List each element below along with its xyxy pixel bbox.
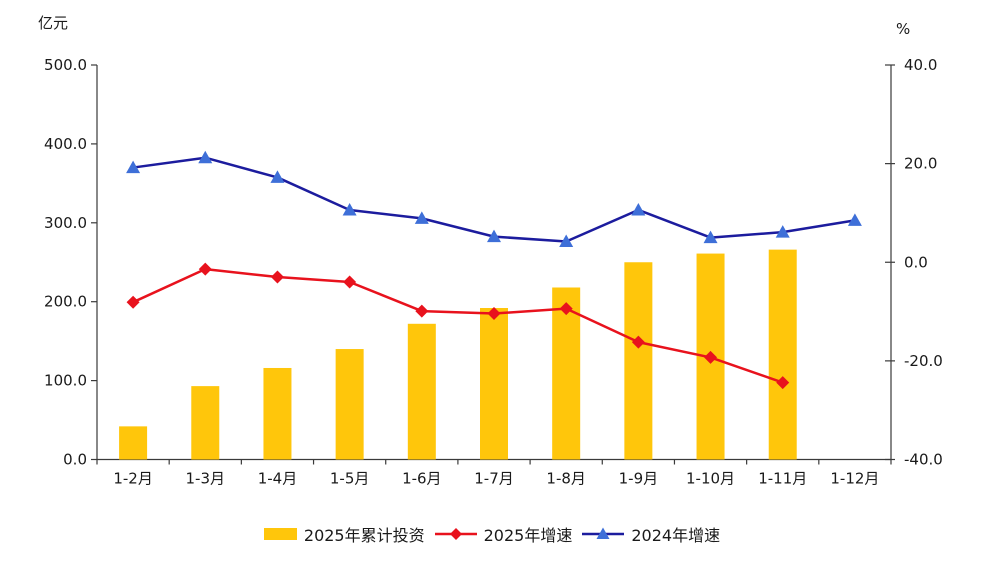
legend-item-2025-growth: 2025年增速 <box>434 522 573 546</box>
right-axis-tick-label: 0.0 <box>904 253 928 271</box>
line-2024年增速 <box>132 156 856 243</box>
x-axis-category-label: 1-11月 <box>758 470 807 488</box>
left-axis-tick-label: 200.0 <box>44 293 87 311</box>
right-axis-tick-label: -40.0 <box>904 451 943 469</box>
legend-item-2024-growth: 2024年增速 <box>582 522 720 546</box>
left-axis-tick-label: 300.0 <box>44 214 87 232</box>
legend-label-2024-growth: 2024年增速 <box>631 526 721 545</box>
x-axis-category-label: 1-9月 <box>619 470 659 488</box>
x-axis-category-label: 1-5月 <box>330 470 370 488</box>
x-axis-category-label: 1-10月 <box>686 470 735 488</box>
triangle-marker-1-5月 <box>342 202 357 216</box>
left-axis-tick-label: 100.0 <box>44 372 87 390</box>
legend: 2025年累计投资 2025年增速 2024年增速 <box>0 522 984 546</box>
legend-swatch-graphic <box>434 528 477 540</box>
diamond-icon <box>449 528 462 540</box>
x-axis-category-label: 1-8月 <box>546 470 586 488</box>
x-axis-category-label: 1-4月 <box>258 470 298 488</box>
bar-1-9月 <box>624 262 653 460</box>
legend-label-2025-growth: 2025年增速 <box>483 526 573 545</box>
bar-1-2月 <box>119 426 148 460</box>
triangle-marker-1-8月 <box>559 234 574 248</box>
bar-swatch-icon <box>263 528 297 540</box>
left-axis-tick-label: 400.0 <box>44 135 87 153</box>
line-2025年增速 <box>132 267 784 384</box>
diamond-marker-1-9月 <box>631 335 645 349</box>
x-axis-category-label: 1-12月 <box>830 470 879 488</box>
triangle-marker-1-10月 <box>703 230 718 244</box>
diamond-line-swatch-icon <box>434 526 477 542</box>
triangle-line-swatch-icon <box>582 526 625 542</box>
right-axis-tick-label: -20.0 <box>904 352 943 370</box>
bar-1-7月 <box>480 308 508 460</box>
legend-label-2025-investment: 2025年累计投资 <box>303 526 425 545</box>
x-axis-category-label: 1-7月 <box>474 470 514 488</box>
triangle-marker-1-2月 <box>126 160 141 174</box>
triangle-marker-1-12月 <box>847 213 862 226</box>
bar-1-11月 <box>768 249 797 460</box>
bar-1-4月 <box>263 367 292 460</box>
bar-1-8月 <box>552 287 581 460</box>
diamond-marker-1-2月 <box>126 295 140 309</box>
diamond-marker-1-4月 <box>270 270 284 284</box>
diamond-marker-1-11月 <box>776 376 790 390</box>
triangle-marker-1-7月 <box>487 229 501 243</box>
triangle-icon <box>596 527 610 539</box>
triangle-marker-1-4月 <box>270 170 285 183</box>
triangle-marker-1-3月 <box>198 150 213 164</box>
bar-1-6月 <box>407 323 436 460</box>
right-axis-unit-label: % <box>896 20 911 38</box>
diamond-marker-1-7月 <box>487 307 501 321</box>
x-axis-category-label: 1-6月 <box>402 470 442 488</box>
diamond-marker-1-3月 <box>198 262 212 276</box>
diamond-marker-1-10月 <box>704 350 718 364</box>
right-axis-tick-label: 20.0 <box>904 155 937 173</box>
legend-swatch-graphic <box>582 527 625 539</box>
diamond-marker-1-8月 <box>559 302 573 316</box>
diamond-marker-1-5月 <box>343 275 357 289</box>
x-axis-category-label: 1-3月 <box>186 470 226 488</box>
triangle-marker-1-11月 <box>775 225 790 238</box>
left-axis-unit-label: 亿元 <box>38 14 69 32</box>
bar-1-3月 <box>191 386 220 460</box>
triangle-marker-1-6月 <box>414 211 429 224</box>
legend-item-2025-investment: 2025年累计投资 <box>263 522 425 546</box>
diamond-marker-1-6月 <box>415 304 429 318</box>
left-axis-tick-label: 0.0 <box>63 451 87 469</box>
x-axis-category-label: 1-2月 <box>113 470 153 488</box>
triangle-marker-1-9月 <box>631 202 646 216</box>
right-axis-tick-label: 40.0 <box>904 56 937 74</box>
left-axis-tick-label: 500.0 <box>44 56 87 74</box>
investment-growth-combo-chart: 500.0 400.0 300.0 200.0 100.0 0.0 40.0 20.0 0.0 -… <box>44 56 943 488</box>
bar-1-5月 <box>335 349 364 460</box>
